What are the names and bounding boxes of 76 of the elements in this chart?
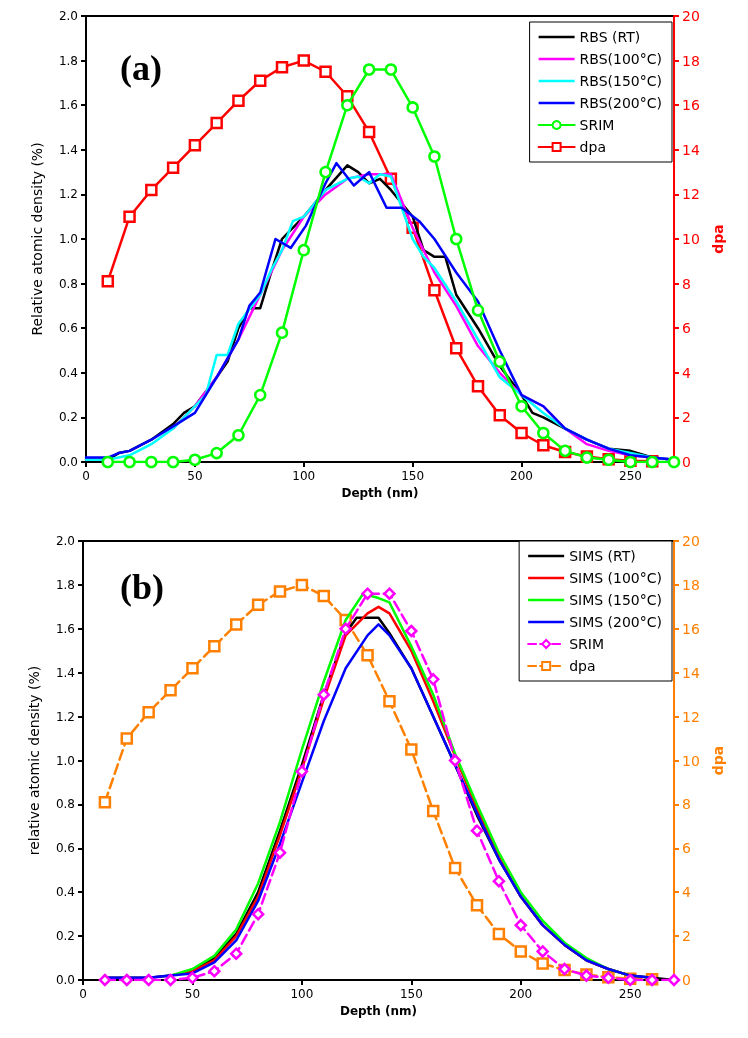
legend-label: dpa: [569, 658, 596, 674]
y2-tick-label: 20: [682, 8, 700, 24]
y-tick-label: 1.0: [55, 753, 75, 768]
x-tick-label: 50: [184, 987, 201, 1001]
legend-label: RBS(100°C): [579, 51, 663, 67]
legend-label: RBS(200°C): [579, 95, 663, 111]
y2-tick-label: 14: [682, 664, 700, 681]
y-tick-label: 0.2: [58, 410, 78, 425]
y2-tick-label: 0: [682, 972, 691, 988]
y-tick-label: 1.2: [55, 709, 75, 724]
y-tick-label: 0.8: [58, 276, 78, 291]
y2-tick-label: 18: [682, 576, 700, 593]
legend-label: RBS (RT): [579, 29, 641, 45]
x-tick-label: 50: [187, 469, 203, 483]
y2-tick-label: 6: [682, 320, 691, 337]
y-tick-label: 0.6: [55, 841, 75, 856]
annotation: (b): [120, 567, 164, 607]
y2-tick-label: 18: [682, 52, 700, 69]
x-tick-label: 250: [618, 987, 642, 1001]
y2-tick-label: 4: [682, 364, 691, 381]
y2-axis-title: dpa: [709, 224, 726, 254]
x-tick-label: 150: [401, 469, 425, 483]
y2-tick-label: 16: [682, 620, 700, 637]
y2-tick-label: 12: [682, 186, 700, 203]
legend-label: SRIM: [579, 117, 615, 133]
y-tick-label: 0.4: [58, 365, 78, 380]
y-tick-label: 1.6: [58, 98, 78, 113]
y2-tick-label: 0: [682, 454, 691, 470]
y-axis-title: relative atomic density (%): [26, 665, 42, 856]
y2-tick-label: 12: [682, 708, 700, 725]
x-tick-label: 200: [509, 987, 533, 1001]
y-tick-label: 0.4: [55, 885, 75, 900]
legend-label: SIMS (RT): [569, 548, 636, 564]
y-tick-label: 0.0: [55, 973, 75, 987]
y-tick-label: 0.2: [55, 929, 75, 944]
y-tick-label: 0.8: [55, 797, 75, 812]
y-tick-label: 2.0: [58, 9, 78, 23]
legend-label: RBS(150°C): [579, 73, 663, 89]
x-tick-label: 100: [290, 987, 314, 1001]
y2-axis-title: dpa: [709, 745, 726, 776]
legend-label: SIMS (100°C): [569, 570, 663, 586]
y-tick-label: 1.8: [55, 577, 75, 592]
legend-label: dpa: [579, 139, 606, 155]
y-tick-label: 1.8: [58, 53, 78, 68]
x-axis-title: Depth (nm): [339, 1003, 418, 1018]
y-tick-label: 1.4: [58, 142, 78, 157]
x-tick-label: 0: [79, 987, 87, 1001]
y2-tick-label: 10: [682, 752, 700, 769]
legend-label: SRIM: [569, 636, 604, 652]
x-axis-title: Depth (nm): [341, 485, 419, 500]
y-tick-label: 1.6: [55, 621, 75, 636]
x-tick-label: 0: [82, 469, 90, 483]
y2-tick-label: 8: [682, 275, 691, 292]
y2-tick-label: 16: [682, 97, 700, 114]
y-tick-label: 0.0: [58, 455, 78, 469]
legend-label: SIMS (150°C): [569, 592, 663, 608]
x-tick-label: 250: [618, 469, 642, 483]
y2-tick-label: 6: [682, 840, 691, 857]
annotation: (a): [120, 48, 162, 88]
y2-tick-label: 2: [682, 409, 691, 426]
y-tick-label: 1.0: [58, 232, 78, 246]
x-tick-label: 150: [399, 987, 423, 1001]
x-tick-label: 100: [292, 469, 316, 483]
y2-tick-label: 14: [682, 141, 700, 158]
y2-tick-label: 2: [682, 928, 691, 945]
legend-label: SIMS (200°C): [569, 614, 663, 630]
y2-tick-label: 10: [682, 231, 700, 247]
x-tick-label: 200: [510, 469, 534, 483]
y-tick-label: 1.4: [55, 665, 75, 680]
y-tick-label: 0.6: [58, 321, 78, 336]
y-axis-title: Relative atomic density (%): [29, 142, 45, 336]
y2-tick-label: 20: [682, 533, 700, 549]
y-tick-label: 2.0: [55, 534, 75, 548]
y2-tick-label: 4: [682, 884, 691, 901]
y2-tick-label: 8: [682, 796, 691, 813]
y-tick-label: 1.2: [58, 187, 78, 202]
